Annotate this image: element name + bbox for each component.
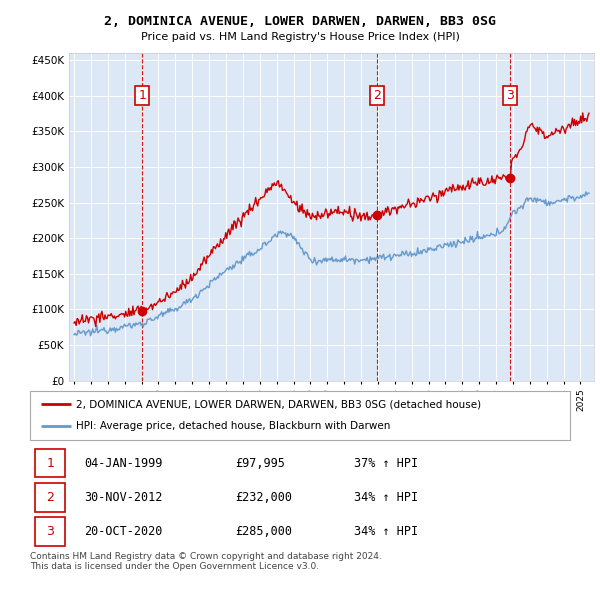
FancyBboxPatch shape xyxy=(35,517,65,546)
Text: 20-OCT-2020: 20-OCT-2020 xyxy=(84,525,163,537)
Text: Price paid vs. HM Land Registry's House Price Index (HPI): Price paid vs. HM Land Registry's House … xyxy=(140,32,460,42)
Text: 1: 1 xyxy=(46,457,54,470)
Text: £97,995: £97,995 xyxy=(235,457,285,470)
Text: 30-NOV-2012: 30-NOV-2012 xyxy=(84,490,163,504)
Text: 2, DOMINICA AVENUE, LOWER DARWEN, DARWEN, BB3 0SG (detached house): 2, DOMINICA AVENUE, LOWER DARWEN, DARWEN… xyxy=(76,399,481,409)
Text: 3: 3 xyxy=(506,89,514,102)
Text: 2: 2 xyxy=(373,89,380,102)
Text: 2: 2 xyxy=(46,490,54,504)
Text: HPI: Average price, detached house, Blackburn with Darwen: HPI: Average price, detached house, Blac… xyxy=(76,421,390,431)
Text: £232,000: £232,000 xyxy=(235,490,292,504)
Text: 2, DOMINICA AVENUE, LOWER DARWEN, DARWEN, BB3 0SG: 2, DOMINICA AVENUE, LOWER DARWEN, DARWEN… xyxy=(104,15,496,28)
FancyBboxPatch shape xyxy=(35,483,65,512)
Text: 04-JAN-1999: 04-JAN-1999 xyxy=(84,457,163,470)
Text: 3: 3 xyxy=(46,525,54,537)
Text: 37% ↑ HPI: 37% ↑ HPI xyxy=(354,457,418,470)
Text: 1: 1 xyxy=(139,89,146,102)
Text: £285,000: £285,000 xyxy=(235,525,292,537)
Text: Contains HM Land Registry data © Crown copyright and database right 2024.
This d: Contains HM Land Registry data © Crown c… xyxy=(30,552,382,571)
Text: 34% ↑ HPI: 34% ↑ HPI xyxy=(354,490,418,504)
Text: 34% ↑ HPI: 34% ↑ HPI xyxy=(354,525,418,537)
FancyBboxPatch shape xyxy=(35,448,65,477)
